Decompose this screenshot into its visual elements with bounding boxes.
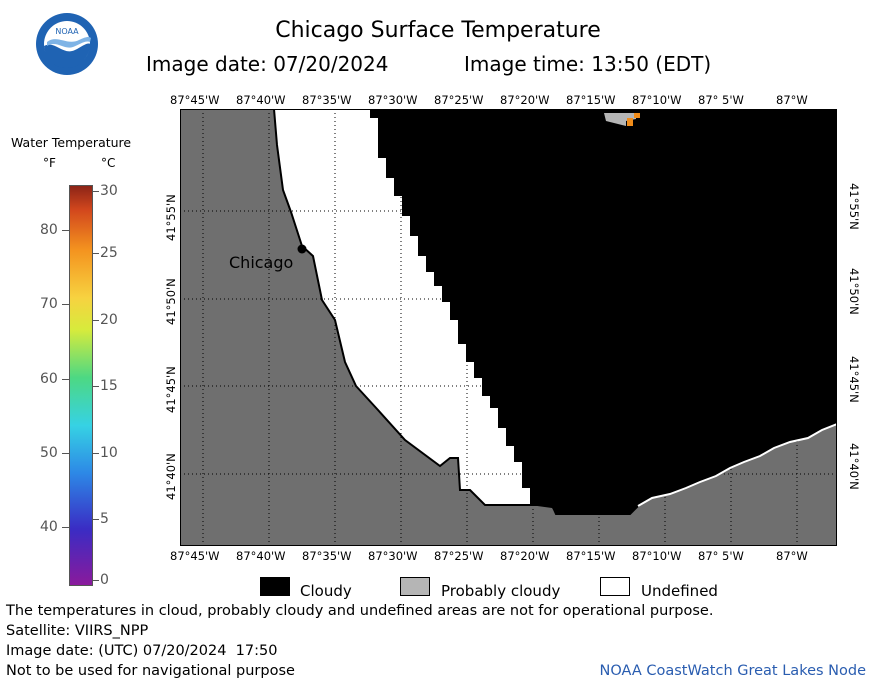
lon-tick-bottom: 87°30'W: [368, 549, 418, 563]
lat-lon-grid: [180, 109, 837, 546]
image-time-label: Image time: 13:50 (EDT): [464, 52, 712, 76]
c-tick: 20: [100, 312, 118, 328]
lon-tick-top: 87° 5'W: [698, 93, 744, 107]
lat-tick-right: 41°55'N: [847, 183, 861, 230]
f-tick-mark: [62, 379, 69, 380]
logo-text: NOAA: [55, 27, 79, 36]
lon-tick-top: 87°10'W: [632, 93, 682, 107]
undefined-area: [274, 109, 530, 505]
lat-tick-left: 41°45'N: [164, 366, 178, 413]
disclaimer-text: The temperatures in cloud, probably clou…: [6, 603, 714, 619]
cloudy-swatch: [260, 577, 290, 596]
noaa-logo: NOAA: [36, 13, 98, 75]
f-tick: 70: [40, 296, 58, 312]
lon-tick-top: 87°30'W: [368, 93, 418, 107]
c-tick-mark: [93, 320, 99, 321]
lat-tick-right: 41°40'N: [847, 443, 861, 490]
c-tick-mark: [93, 519, 99, 520]
credit-text: NOAA CoastWatch Great Lakes Node: [599, 663, 866, 679]
lon-tick-bottom: 87°15'W: [566, 549, 616, 563]
lon-tick-bottom: 87°W: [776, 549, 808, 563]
undefined-swatch: [600, 577, 630, 596]
c-tick: 15: [100, 378, 118, 394]
cloudy-area: [370, 109, 837, 514]
c-tick-mark: [93, 580, 99, 581]
undefined-label: Undefined: [641, 582, 718, 600]
page-title: Chicago Surface Temperature: [275, 18, 601, 43]
lat-tick-left: 41°40'N: [164, 453, 178, 500]
unit-fahrenheit: °F: [43, 156, 56, 170]
lon-tick-bottom: 87°45'W: [170, 549, 220, 563]
f-tick: 40: [40, 519, 58, 535]
c-tick-mark: [93, 386, 99, 387]
navigation-warning: Not to be used for navigational purpose: [6, 663, 295, 679]
lon-tick-top: 87°W: [776, 93, 808, 107]
utc-date-text: Image date: (UTC) 07/20/2024 17:50: [6, 643, 278, 659]
f-tick-mark: [62, 304, 69, 305]
probably-cloudy-swatch: [400, 577, 430, 596]
lat-tick-right: 41°50'N: [847, 268, 861, 315]
probably-cloudy-patch: [604, 113, 636, 126]
map-frame: [180, 109, 837, 546]
f-tick-mark: [62, 453, 69, 454]
city-label: Chicago: [229, 253, 294, 272]
lon-tick-bottom: 87° 5'W: [698, 549, 744, 563]
lon-tick-top: 87°35'W: [302, 93, 352, 107]
warm-pixel: [627, 118, 633, 126]
lon-tick-top: 87°25'W: [434, 93, 484, 107]
lon-tick-bottom: 87°20'W: [500, 549, 550, 563]
f-tick: 60: [40, 371, 58, 387]
c-tick: 10: [100, 445, 118, 461]
lat-tick-right: 41°45'N: [847, 356, 861, 403]
lon-tick-bottom: 87°25'W: [434, 549, 484, 563]
satellite-text: Satellite: VIIRS_NPP: [6, 623, 149, 639]
lon-tick-top: 87°45'W: [170, 93, 220, 107]
f-tick-mark: [62, 527, 69, 528]
probably-cloudy-label: Probably cloudy: [441, 582, 561, 600]
c-tick: 0: [100, 572, 109, 588]
chicago-marker: [297, 244, 307, 254]
colorbar-title: Water Temperature: [11, 135, 132, 150]
c-tick: 25: [100, 245, 118, 261]
south-shoreline: [637, 423, 837, 507]
lat-tick-left: 41°50'N: [164, 278, 178, 325]
temperature-map: [180, 109, 837, 546]
lon-tick-bottom: 87°40'W: [236, 549, 286, 563]
c-tick-mark: [93, 191, 99, 192]
f-tick-mark: [62, 230, 69, 231]
warm-pixel: [634, 113, 640, 118]
c-tick-mark: [93, 253, 99, 254]
f-tick: 80: [40, 222, 58, 238]
cloudy-label: Cloudy: [300, 582, 352, 600]
colorbar: [69, 185, 93, 586]
c-tick-mark: [93, 453, 99, 454]
f-tick: 50: [40, 445, 58, 461]
lon-tick-bottom: 87°10'W: [632, 549, 682, 563]
lon-tick-top: 87°15'W: [566, 93, 616, 107]
lon-tick-top: 87°40'W: [236, 93, 286, 107]
c-tick: 5: [100, 511, 109, 527]
c-tick: 30: [100, 183, 118, 199]
lon-tick-bottom: 87°35'W: [302, 549, 352, 563]
image-date-label: Image date: 07/20/2024: [146, 52, 389, 76]
west-shoreline: [273, 109, 639, 515]
unit-celsius: °C: [101, 156, 116, 170]
lon-tick-top: 87°20'W: [500, 93, 550, 107]
lat-tick-left: 41°55'N: [164, 194, 178, 241]
